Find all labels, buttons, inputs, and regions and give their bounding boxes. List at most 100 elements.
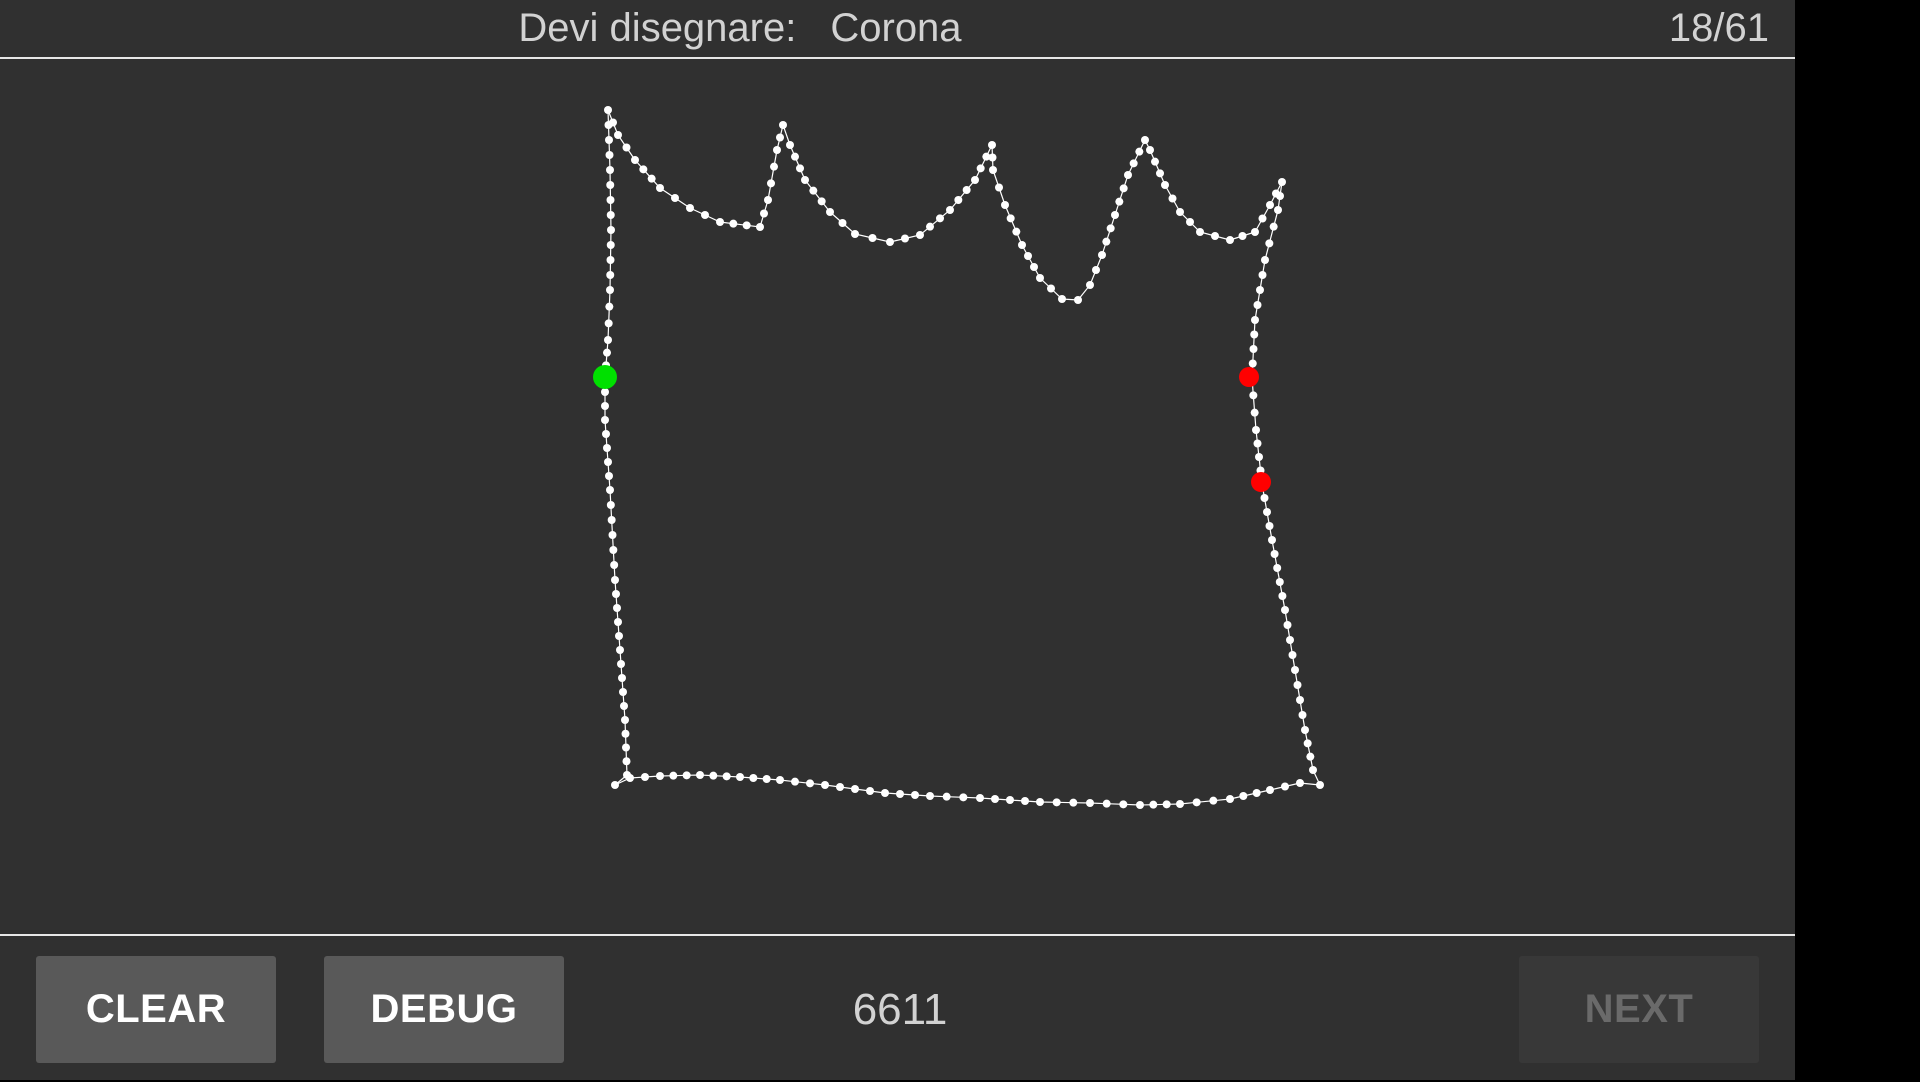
stroke-point xyxy=(1286,636,1294,644)
stroke-point xyxy=(1149,800,1158,809)
stroke-point xyxy=(709,771,718,780)
stroke-point xyxy=(722,772,731,781)
stroke-point xyxy=(1211,232,1219,240)
stroke-point xyxy=(1269,222,1278,231)
stroke-point xyxy=(1309,766,1317,774)
stroke-point xyxy=(682,771,691,780)
clear-button[interactable]: CLEAR xyxy=(36,956,276,1063)
stroke-point xyxy=(1092,266,1100,274)
stroke-point xyxy=(1252,789,1261,797)
stroke-point xyxy=(1030,263,1038,271)
stroke-point xyxy=(1249,345,1258,353)
stroke-point xyxy=(605,302,614,311)
stroke-point xyxy=(749,774,758,782)
stroke-point xyxy=(622,143,631,152)
stroke-point xyxy=(995,183,1003,192)
stroke-point xyxy=(954,196,963,204)
stroke-point xyxy=(619,688,627,696)
stroke-point xyxy=(1052,798,1061,807)
stroke-point xyxy=(1086,281,1094,289)
stroke-point xyxy=(791,777,799,786)
drawing-canvas[interactable] xyxy=(0,59,1795,934)
stroke-point xyxy=(1281,782,1289,791)
next-button[interactable]: NEXT xyxy=(1519,956,1759,1063)
stroke-point xyxy=(603,348,611,357)
stroke-point xyxy=(622,757,631,766)
stroke-point xyxy=(656,772,664,780)
stroke-point xyxy=(1291,666,1299,674)
stroke-point xyxy=(605,151,614,159)
stroke-point xyxy=(1186,218,1194,226)
stroke-point xyxy=(1018,241,1026,249)
stroke-point xyxy=(1098,251,1106,259)
stroke-point xyxy=(601,416,609,424)
stroke-point xyxy=(1001,201,1009,209)
stroke-point xyxy=(916,231,924,239)
stroke-point xyxy=(760,209,768,218)
stroke-point xyxy=(608,531,617,539)
stroke-point xyxy=(1260,494,1269,502)
stroke-point xyxy=(647,174,656,183)
stroke-point xyxy=(623,771,631,779)
stroke-point xyxy=(1266,201,1274,209)
stroke-point xyxy=(1124,171,1132,179)
stroke-point xyxy=(1301,726,1309,734)
stroke-point xyxy=(796,164,804,173)
stroke-point xyxy=(1119,184,1128,193)
stroke-point xyxy=(959,793,968,802)
stroke-point xyxy=(1251,228,1259,236)
stroke-point xyxy=(612,590,620,598)
stroke-point xyxy=(1239,792,1248,800)
stroke-point xyxy=(836,783,844,791)
debug-button[interactable]: DEBUG xyxy=(324,956,564,1063)
stroke-point xyxy=(606,211,615,219)
stroke-point xyxy=(605,472,613,480)
stroke-point xyxy=(1226,795,1234,803)
stroke-point xyxy=(669,771,678,780)
header-bar: Devi disegnare: Corona 18/61 xyxy=(0,0,1795,59)
stroke-point xyxy=(605,136,613,144)
stroke-point xyxy=(604,106,612,114)
stroke-point xyxy=(606,256,615,264)
stroke-point xyxy=(1129,159,1138,168)
stroke-point xyxy=(786,141,794,149)
stroke-point xyxy=(671,194,679,202)
stroke-point xyxy=(1168,194,1177,203)
stroke-point xyxy=(1253,301,1262,309)
stroke-point xyxy=(1021,797,1029,805)
stroke-point xyxy=(838,219,847,227)
stroke-point xyxy=(607,516,616,524)
stroke-point xyxy=(620,702,628,710)
stroke-point xyxy=(821,781,829,789)
stroke-point xyxy=(1249,391,1258,400)
stroke-point xyxy=(604,336,612,344)
drawing-svg[interactable] xyxy=(0,59,1795,934)
stroke-point xyxy=(1102,799,1111,808)
stroke-point xyxy=(603,444,611,452)
stroke-point xyxy=(989,166,997,174)
stroke-point xyxy=(639,165,648,174)
stroke-point xyxy=(776,776,784,784)
stroke-point xyxy=(606,271,615,279)
stroke-point xyxy=(1192,798,1201,807)
stroke-point xyxy=(1256,286,1264,294)
stroke-point xyxy=(1176,800,1184,808)
stroke-point xyxy=(851,785,859,793)
stroke-point xyxy=(976,164,985,173)
stroke-point xyxy=(716,218,724,226)
stroke-point xyxy=(601,402,609,410)
stroke-point xyxy=(1151,157,1159,166)
stroke-point xyxy=(1196,228,1204,236)
stroke-point xyxy=(1251,316,1259,324)
stroke-point xyxy=(614,131,622,139)
stroke-point xyxy=(1024,252,1032,260)
stroke-point xyxy=(1283,621,1292,629)
stroke-point xyxy=(911,791,919,799)
stroke-point xyxy=(611,576,619,584)
stroke-point xyxy=(604,319,613,328)
stroke-point xyxy=(1074,296,1082,304)
stroke-point xyxy=(1250,330,1259,339)
stroke-point xyxy=(1006,796,1014,804)
stroke-point xyxy=(1006,214,1015,223)
stroke-point xyxy=(806,779,814,788)
